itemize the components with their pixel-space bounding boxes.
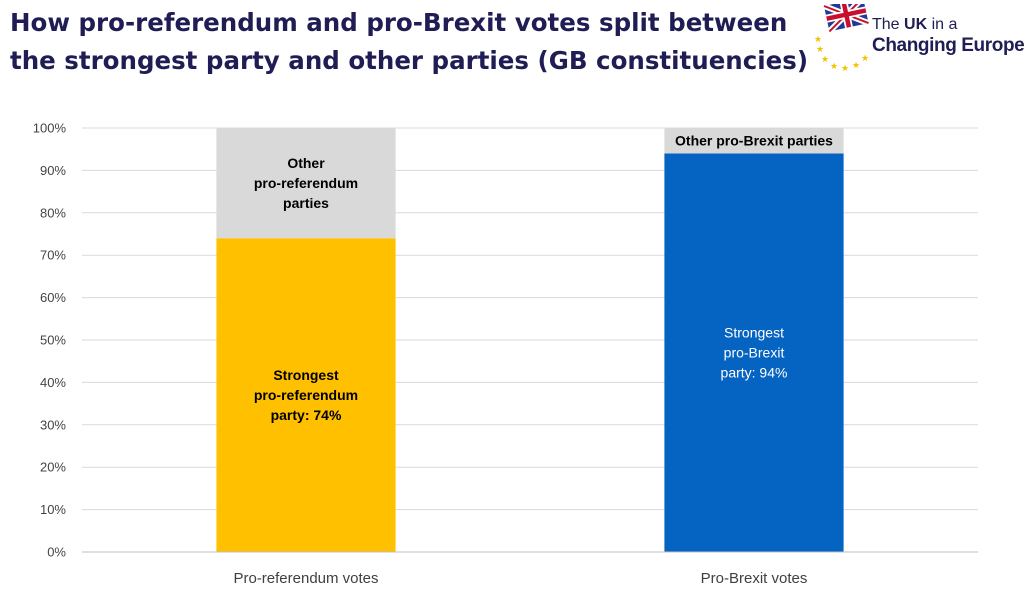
y-tick-label: 40%: [40, 375, 66, 390]
uk-changing-europe-logo: ★ ★ ★ ★ ★ ★ ★ The UK in a Changing Europe: [812, 0, 1024, 74]
svg-text:★: ★: [821, 55, 829, 65]
svg-text:★: ★: [814, 35, 822, 45]
y-axis: 0% 10% 20% 30% 40% 50% 60% 70% 80% 90% 100%: [33, 121, 67, 560]
y-tick-label: 90%: [40, 163, 66, 178]
chart-title: How pro-referendum and pro-Brexit votes …: [10, 4, 809, 80]
y-tick-label: 80%: [40, 205, 66, 220]
bar-other-parties-0: [216, 128, 396, 239]
segment-label: Other pro-Brexit parties: [675, 133, 833, 149]
bar-strongest-party-0: [216, 238, 396, 553]
svg-text:★: ★: [852, 61, 860, 71]
logo-wordmark: The UK in a Changing Europe: [872, 16, 1024, 58]
x-category-label: Pro-Brexit votes: [701, 570, 808, 587]
svg-text:★: ★: [841, 64, 849, 74]
bar-other-parties-1: [664, 128, 844, 154]
bars: Strongest pro-referendum party: 74% Other pr…: [216, 128, 844, 553]
title-line-2: the strongest party and other parties (G…: [10, 46, 809, 75]
svg-text:★: ★: [830, 62, 838, 72]
logo-line-2: Changing Europe: [872, 35, 1024, 56]
segment-label: Strongest pro-Brexit party: 94%: [721, 325, 788, 381]
y-tick-label: 50%: [40, 333, 66, 348]
segment-label: Strongest pro-referendum party: 74%: [254, 367, 358, 423]
y-tick-label: 10%: [40, 502, 66, 517]
segment-label: Other pro-referendum parties: [254, 155, 358, 211]
svg-text:★: ★: [816, 45, 824, 55]
bar-strongest-party-1: [664, 153, 844, 552]
logo-line-1: The UK in a: [872, 16, 958, 33]
y-tick-label: 70%: [40, 248, 66, 263]
x-axis: Pro-referendum votes Pro-Brexit votes: [82, 551, 978, 587]
x-category-label: Pro-referendum votes: [233, 570, 378, 587]
union-jack-eu-stars-logo-icon: ★★★ ★ ★★ ★: [814, 0, 870, 74]
y-tick-label: 100%: [33, 121, 67, 136]
title-line-1: How pro-referendum and pro-Brexit votes …: [10, 8, 788, 37]
y-tick-label: 30%: [40, 417, 66, 432]
y-tick-label: 20%: [40, 460, 66, 475]
y-tick-label: 0%: [47, 545, 66, 560]
svg-text:★: ★: [861, 54, 869, 64]
y-tick-label: 60%: [40, 290, 66, 305]
